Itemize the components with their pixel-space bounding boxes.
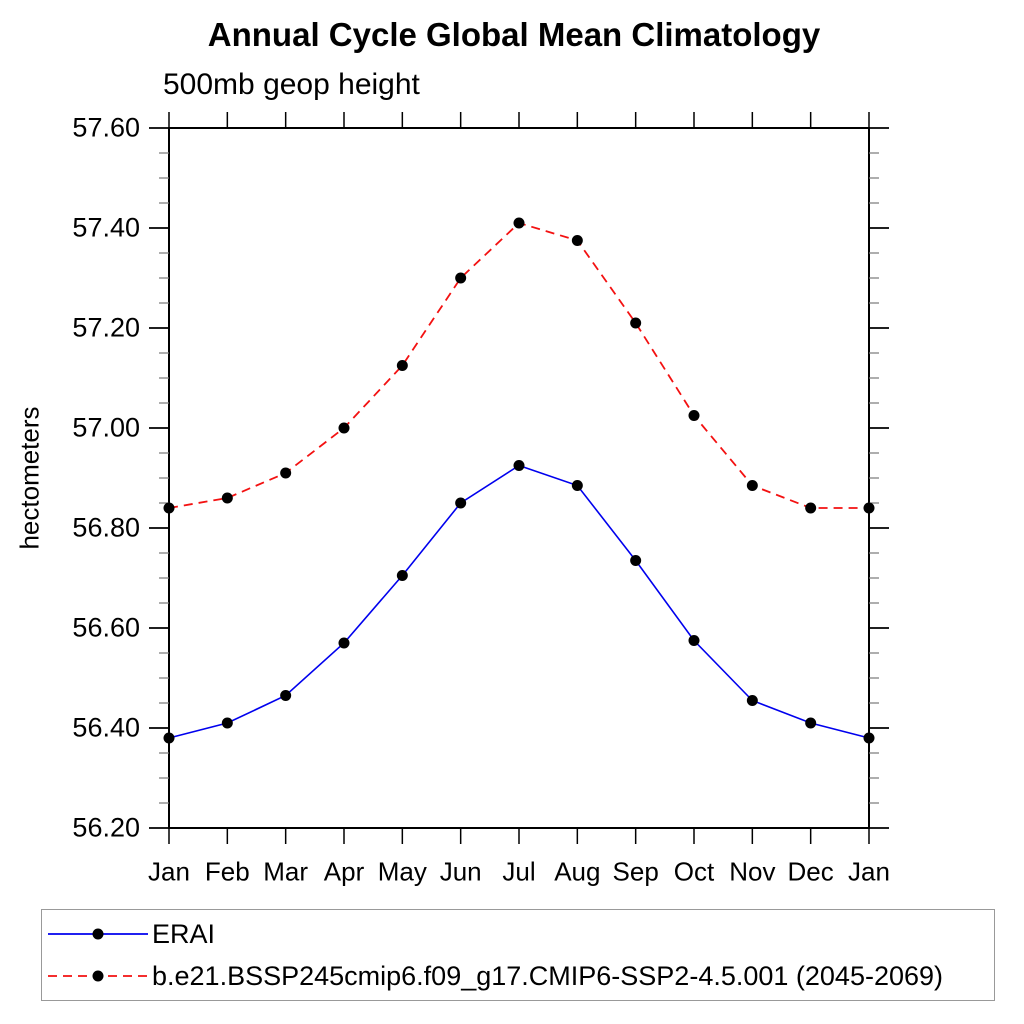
erai-marker: [455, 497, 467, 509]
x-tick-label: Jan: [148, 856, 190, 887]
erai-marker: [396, 570, 408, 581]
erai-marker: [805, 717, 817, 729]
legend-item-erai: ERAI: [48, 919, 215, 949]
erai-marker: [338, 637, 350, 649]
x-tick-label: May: [377, 856, 427, 887]
y-tick-label: 56.80: [72, 512, 140, 543]
y-tick-label: 57.60: [72, 112, 140, 143]
legend-label-erai: ERAI: [152, 918, 216, 949]
legend: ERAI b.e21.BSSP245cmip6.f09_g17.CMIP6-SSP…: [41, 909, 995, 1001]
x-tick-label: Jan: [848, 856, 890, 887]
erai-series-line: [168, 464, 870, 739]
model-marker: [163, 502, 175, 514]
model-marker: [221, 492, 233, 504]
legend-marker-erai: [92, 928, 104, 940]
chart-title: Annual Cycle Global Mean Climatology: [207, 16, 821, 53]
x-tick-label: Feb: [204, 856, 250, 887]
y-tick-label: 57.20: [72, 312, 140, 343]
x-tick-label: Dec: [787, 856, 834, 887]
model-marker: [396, 360, 408, 371]
erai-marker: [280, 690, 292, 701]
erai-marker: [513, 460, 525, 471]
legend-line-sample: [48, 970, 148, 982]
erai-marker: [746, 695, 758, 706]
model-marker: [805, 502, 817, 514]
erai-marker: [571, 480, 583, 491]
model-marker: [746, 480, 758, 491]
legend-item-model: b.e21.BSSP245cmip6.f09_g17.CMIP6-SSP2-4.…: [48, 961, 943, 991]
y-tick-label: 57.00: [72, 412, 140, 443]
x-tick-label: Apr: [323, 856, 365, 887]
legend-line-sample: [48, 928, 148, 940]
x-tick-label: Nov: [729, 856, 776, 887]
x-tick-label: Jun: [439, 856, 482, 887]
erai-marker: [163, 732, 175, 744]
y-tick-label: 56.60: [72, 612, 140, 643]
chart-subtitle: 500mb geop height: [163, 68, 420, 101]
model-marker: [280, 467, 292, 479]
erai-marker: [863, 732, 875, 744]
erai-marker: [221, 717, 233, 729]
x-tick-label: Mar: [263, 856, 309, 887]
erai-marker: [688, 635, 700, 646]
model-marker: [863, 502, 875, 514]
model-marker: [630, 317, 642, 329]
x-tick-label: Sep: [612, 856, 659, 887]
y-tick-label: 56.20: [72, 812, 140, 843]
x-tick-label: Aug: [554, 856, 601, 887]
legend-marker-model: [92, 970, 104, 982]
y-tick-label: 57.40: [72, 212, 140, 243]
model-marker: [513, 217, 525, 229]
legend-label-model: b.e21.BSSP245cmip6.f09_g17.CMIP6-SSP2-4.…: [152, 960, 944, 991]
x-tick-label: Oct: [673, 856, 715, 887]
model-marker: [688, 410, 700, 421]
y-tick-label: 56.40: [72, 712, 140, 743]
model-marker: [338, 422, 350, 434]
model-marker: [571, 235, 583, 246]
x-tick-label: Jul: [502, 856, 536, 887]
erai-marker: [630, 555, 642, 566]
model-marker: [455, 272, 467, 284]
